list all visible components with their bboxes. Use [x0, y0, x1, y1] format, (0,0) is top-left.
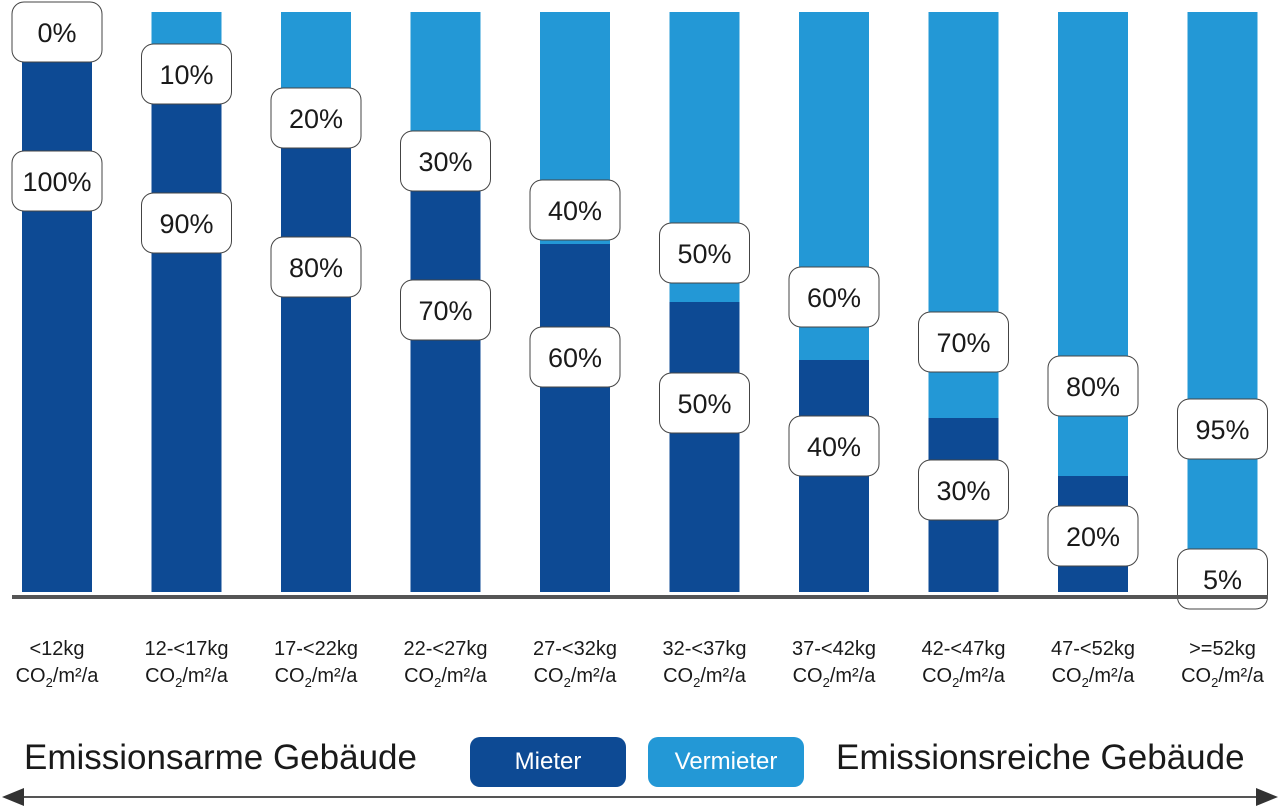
caption-high-emission: Emissionsreiche Gebäude — [836, 738, 1245, 777]
bar-mieter — [540, 244, 610, 592]
svg-text:100%: 100% — [22, 167, 91, 197]
category-unit: CO2/m²/a — [404, 665, 488, 690]
svg-text:10%: 10% — [159, 60, 213, 90]
svg-text:50%: 50% — [677, 389, 731, 419]
category-unit: CO2/m²/a — [663, 665, 747, 690]
svg-text:5%: 5% — [1203, 565, 1242, 595]
legend-vermieter: Vermieter — [648, 737, 804, 787]
svg-text:70%: 70% — [936, 328, 990, 358]
svg-text:20%: 20% — [289, 104, 343, 134]
svg-text:30%: 30% — [936, 476, 990, 506]
category-label: 27-<32kg — [533, 638, 617, 660]
svg-text:70%: 70% — [418, 296, 472, 326]
category-unit: CO2/m²/a — [145, 665, 229, 690]
category-label: 42-<47kg — [922, 638, 1006, 660]
category-label: >=52kg — [1189, 638, 1256, 660]
data-label-mieter: 50% — [659, 372, 750, 434]
svg-text:40%: 40% — [548, 196, 602, 226]
category-label: 22-<27kg — [404, 638, 488, 660]
legend-mieter: Mieter — [470, 737, 626, 787]
bar-mieter — [281, 128, 351, 592]
data-label-vermieter: 50% — [659, 222, 750, 284]
category-unit: CO2/m²/a — [275, 665, 359, 690]
data-label-mieter: 40% — [788, 415, 880, 477]
svg-text:60%: 60% — [807, 283, 861, 313]
category-unit: CO2/m²/a — [16, 665, 100, 690]
svg-text:30%: 30% — [418, 147, 472, 177]
bar-mieter — [22, 12, 92, 592]
bar-mieter — [151, 70, 222, 592]
data-label-vermieter: 70% — [918, 311, 1009, 373]
emission-direction-arrow — [2, 788, 1278, 806]
category-unit: CO2/m²/a — [793, 665, 877, 690]
category-label: <12kg — [29, 638, 84, 660]
data-label-vermieter: 80% — [1047, 355, 1139, 417]
data-label-mieter: 60% — [529, 326, 621, 388]
category-label: 17-<22kg — [274, 638, 358, 660]
data-label-mieter: 90% — [141, 192, 232, 254]
category-label: 47-<52kg — [1051, 638, 1135, 660]
svg-text:50%: 50% — [677, 239, 731, 269]
bar-mieter — [410, 186, 481, 592]
category-unit: CO2/m²/a — [1181, 665, 1265, 690]
data-label-vermieter: 95% — [1177, 398, 1268, 460]
svg-text:60%: 60% — [548, 343, 602, 373]
data-label-vermieter: 40% — [529, 179, 621, 241]
svg-text:95%: 95% — [1195, 415, 1249, 445]
data-label-mieter: 70% — [400, 279, 491, 341]
data-label-mieter: 30% — [918, 459, 1009, 521]
category-label: 12-<17kg — [145, 638, 229, 660]
data-label-vermieter: 20% — [270, 87, 362, 149]
category-unit: CO2/m²/a — [1052, 665, 1136, 690]
svg-text:90%: 90% — [159, 209, 213, 239]
bar-vermieter — [1187, 12, 1258, 563]
svg-text:80%: 80% — [289, 253, 343, 283]
stacked-bar-chart: <12kg CO2/m²/a 12-<17kg CO2/m²/a 17-<22kg CO2… — [11, 1, 1268, 690]
caption-low-emission: Emissionsarme Gebäude — [24, 738, 417, 777]
svg-text:80%: 80% — [1066, 372, 1120, 402]
svg-text:0%: 0% — [37, 18, 76, 48]
data-label-mieter: 100% — [11, 150, 103, 212]
data-label-vermieter: 10% — [141, 43, 232, 105]
category-label: 37-<42kg — [792, 638, 876, 660]
bar-mieter — [669, 302, 740, 592]
category-label: 32-<37kg — [663, 638, 747, 660]
data-label-vermieter: 0% — [11, 1, 103, 63]
svg-text:40%: 40% — [807, 432, 861, 462]
data-label-vermieter: 30% — [400, 130, 491, 192]
data-label-vermieter: 60% — [788, 266, 880, 328]
data-label-mieter: 20% — [1047, 505, 1139, 567]
data-label-mieter: 80% — [270, 236, 362, 298]
svg-text:20%: 20% — [1066, 522, 1120, 552]
category-unit: CO2/m²/a — [534, 665, 618, 690]
data-label-mieter: 5% — [1177, 548, 1268, 610]
category-unit: CO2/m²/a — [922, 665, 1006, 690]
